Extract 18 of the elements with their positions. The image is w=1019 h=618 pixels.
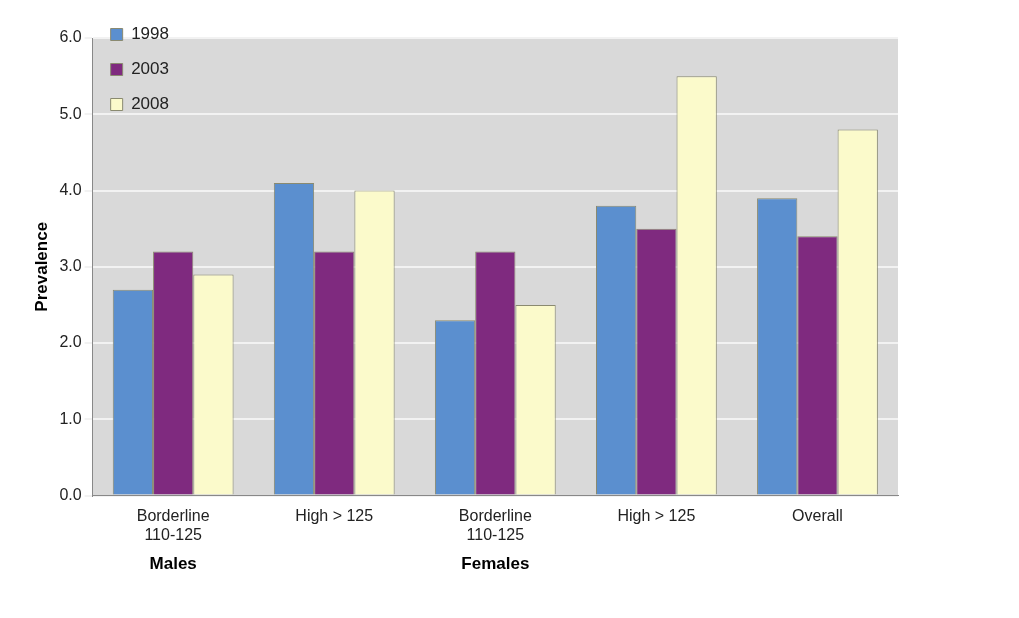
y-tick-label: 0.0 [59, 486, 82, 504]
y-tick-label: 1.0 [59, 409, 82, 427]
y-tick-label: 3.0 [59, 257, 82, 275]
y-tick-label: 5.0 [59, 104, 82, 122]
x-tick-label: High > 125 [295, 506, 374, 524]
y-tick-label: 6.0 [59, 28, 82, 46]
y-tick-label: 4.0 [59, 180, 82, 198]
legend-label: 2003 [131, 59, 169, 79]
y-axis-title: Prevalence [31, 221, 51, 312]
x-tick-label: High > 125 [617, 506, 696, 524]
x-tick-label: Overall [792, 506, 843, 524]
x-tick-label: Borderline 110-125 [458, 506, 532, 543]
text: Males [149, 553, 197, 573]
text: Females [461, 553, 530, 573]
legend-label: 2008 [131, 94, 169, 114]
x-tick-label: Borderline 110-125 [136, 506, 210, 543]
y-tick-label: 2.0 [59, 333, 82, 351]
legend-label: 1998 [131, 24, 169, 44]
